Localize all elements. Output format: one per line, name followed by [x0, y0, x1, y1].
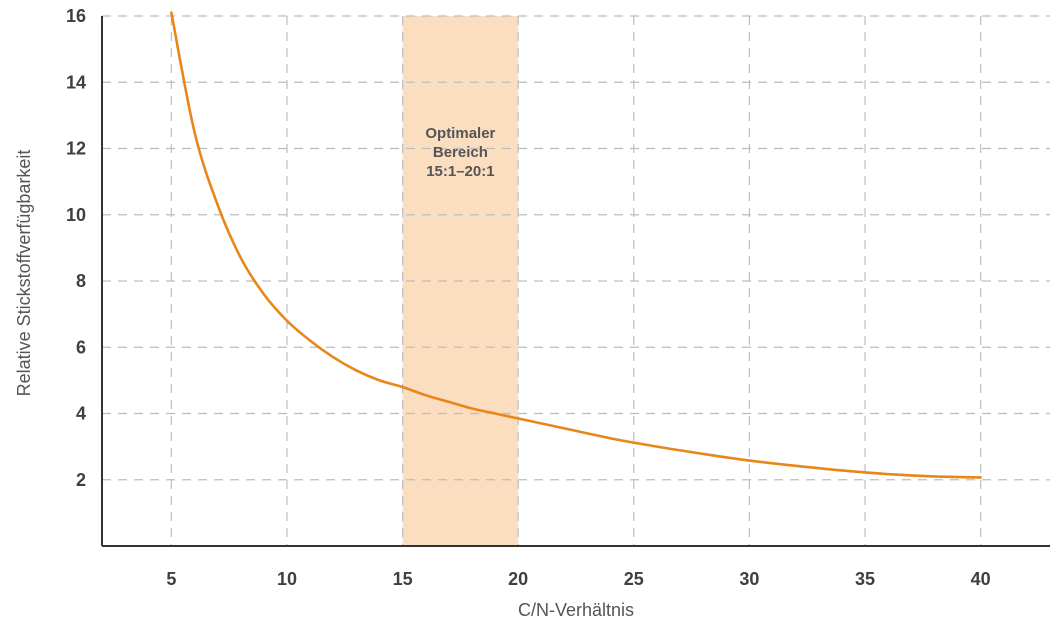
y-tick-label: 8	[76, 271, 86, 291]
series-layer	[170, 11, 982, 479]
y-tick-label: 2	[76, 470, 86, 490]
x-tick-label: 35	[855, 569, 875, 589]
axis-layer	[101, 16, 1050, 547]
y-tick-label: 12	[66, 139, 86, 159]
x-tick-label: 30	[739, 569, 759, 589]
label-layer: 5 10 15 20 25 30 35 40 2 4 6 8 10 12 14 16 Optimaler Bere…	[66, 6, 991, 589]
x-tick-label: 25	[624, 569, 644, 589]
x-tick-label: 40	[971, 569, 991, 589]
band-label-line: Bereich	[433, 144, 488, 161]
x-axis-title: C/N-Verhältnis	[518, 600, 634, 620]
y-tick-label: 14	[66, 72, 86, 92]
x-tick-label: 15	[393, 569, 413, 589]
y-tick-label: 6	[76, 337, 86, 357]
y-tick-label: 10	[66, 205, 86, 225]
x-tick-label: 20	[508, 569, 528, 589]
grid-layer	[102, 15, 1050, 546]
x-tick-label: 5	[166, 569, 176, 589]
series-line	[170, 11, 982, 479]
x-tick-label: 10	[277, 569, 297, 589]
y-axis-title: Relative Stickstoffverfügbarkeit	[14, 150, 34, 397]
y-tick-label: 4	[76, 404, 86, 424]
band-label-line: Optimaler	[425, 125, 495, 142]
band-label-line: 15:1–20:1	[426, 163, 494, 180]
y-tick-label: 16	[66, 6, 86, 26]
